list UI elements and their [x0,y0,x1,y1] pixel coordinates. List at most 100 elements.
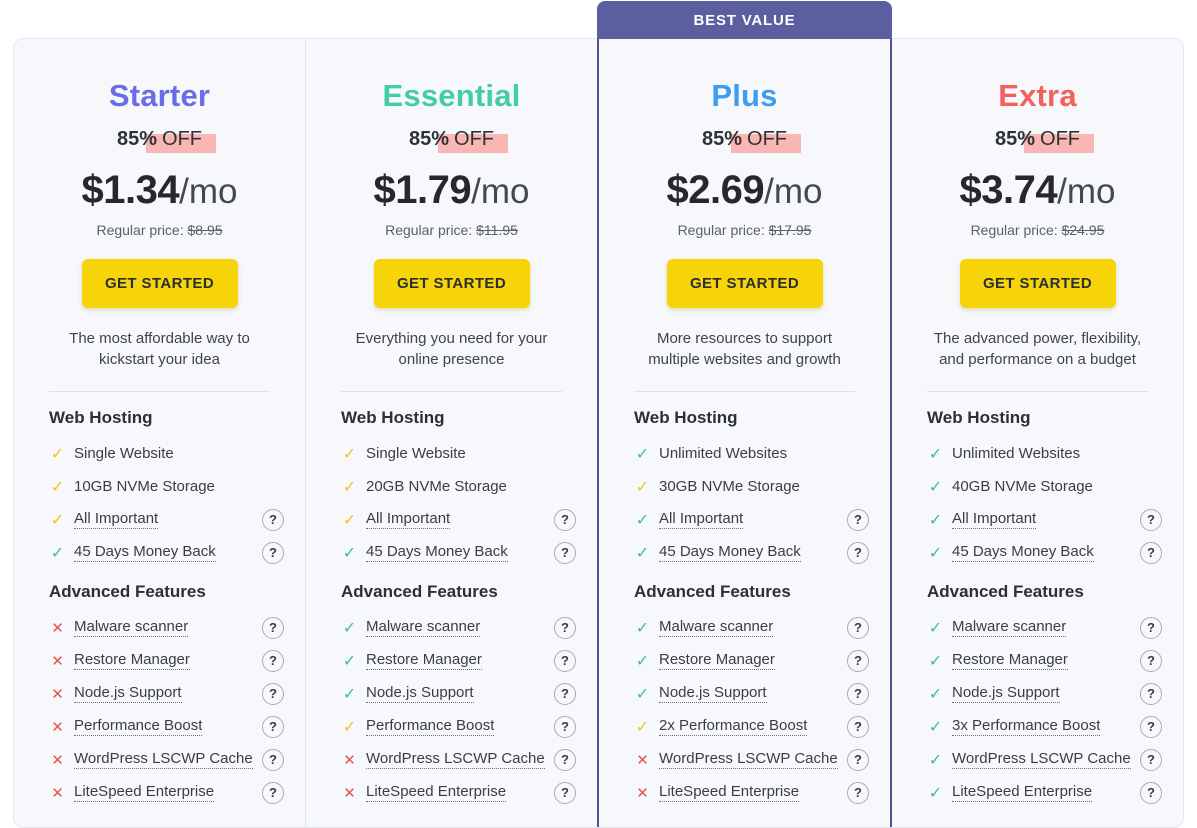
help-icon[interactable]: ? [1140,508,1162,531]
feature-label[interactable]: Node.js Support [74,684,182,703]
regular-price-value: $8.95 [187,222,223,238]
help-icon[interactable]: ? [262,748,284,771]
help-icon[interactable]: ? [1140,748,1162,771]
feature-label[interactable]: Node.js Support [952,684,1060,703]
help-icon[interactable]: ? [847,682,869,705]
check-icon: ✓ [50,478,65,496]
feature-label[interactable]: LiteSpeed Enterprise [74,783,215,802]
feature-label[interactable]: Restore Manager [952,651,1068,670]
feature-row: ✓ WordPress LSCWP Cache ? [927,743,1162,776]
help-icon[interactable]: ? [847,781,869,804]
help-icon[interactable]: ? [1140,616,1162,639]
help-icon[interactable]: ? [262,616,284,639]
feature-label[interactable]: Performance Boost [366,717,495,736]
feature-label[interactable]: Malware scanner [366,618,481,637]
check-icon: ✓ [50,544,65,562]
feature-label[interactable]: WordPress LSCWP Cache [366,750,545,769]
regular-price-value: $17.95 [768,222,812,238]
feature-label[interactable]: LiteSpeed Enterprise [659,783,800,802]
feature-label[interactable]: Malware scanner [659,618,774,637]
feature-label[interactable]: WordPress LSCWP Cache [74,750,253,769]
get-started-button[interactable]: GET STARTED [373,259,530,308]
help-icon[interactable]: ? [554,616,576,639]
help-icon[interactable]: ? [1140,682,1162,705]
feature-label[interactable]: Restore Manager [366,651,482,670]
feature-row: ✕ Malware scanner ? [49,611,284,644]
check-icon: ✓ [928,511,943,529]
feature-label[interactable]: All Important [659,510,744,529]
feature-label[interactable]: Malware scanner [74,618,189,637]
cross-icon: ✕ [51,685,64,703]
feature-row: ✓ Malware scanner ? [341,611,576,644]
cross-icon: ✕ [636,751,649,769]
help-icon[interactable]: ? [262,649,284,672]
help-icon[interactable]: ? [554,649,576,672]
get-started-button[interactable]: GET STARTED [666,259,823,308]
discount-badge: 85% OFF [995,128,1095,153]
help-icon[interactable]: ? [847,748,869,771]
help-icon[interactable]: ? [1140,649,1162,672]
feature-row: ✓ Restore Manager ? [634,644,869,677]
feature-row: ✕ Node.js Support ? [49,677,284,710]
feature-label[interactable]: 2x Performance Boost [659,717,808,736]
help-icon[interactable]: ? [262,715,284,738]
help-icon[interactable]: ? [554,748,576,771]
feature-row: ✓ 45 Days Money Back ? [49,536,284,569]
best-value-banner: BEST VALUE [597,1,892,39]
feature-label[interactable]: LiteSpeed Enterprise [366,783,507,802]
help-icon[interactable]: ? [554,508,576,531]
feature-label[interactable]: All Important [366,510,451,529]
help-icon[interactable]: ? [262,781,284,804]
feature-label[interactable]: WordPress LSCWP Cache [659,750,838,769]
help-icon[interactable]: ? [847,649,869,672]
feature-row: ✓ 3x Performance Boost ? [927,710,1162,743]
help-icon[interactable]: ? [262,508,284,531]
help-icon[interactable]: ? [847,508,869,531]
help-icon[interactable]: ? [1140,541,1162,564]
get-started-button[interactable]: GET STARTED [81,259,238,308]
help-icon[interactable]: ? [554,682,576,705]
discount-badge: 85% OFF [409,128,509,153]
feature-label[interactable]: 3x Performance Boost [952,717,1101,736]
plan-name: Starter [108,78,211,113]
feature-label[interactable]: Restore Manager [74,651,190,670]
check-icon: ✓ [635,478,650,496]
feature-label[interactable]: 45 Days Money Back [74,543,216,562]
plan-description: The advanced power, flexibility, and per… [933,330,1142,368]
feature-label[interactable]: LiteSpeed Enterprise [952,783,1093,802]
plan-column-extra: Extra 85% OFF $3.74/mo Regular price: $24… [892,39,1183,827]
feature-label[interactable]: All Important [952,510,1037,529]
feature-label[interactable]: 45 Days Money Back [366,543,508,562]
feature-row: ✓ All Important ? [341,503,576,536]
feature-label[interactable]: 45 Days Money Back [952,543,1094,562]
feature-label: 20GB NVMe Storage [366,478,507,495]
feature-label[interactable]: All Important [74,510,159,529]
help-icon[interactable]: ? [262,541,284,564]
help-icon[interactable]: ? [554,541,576,564]
help-icon[interactable]: ? [554,715,576,738]
feature-label[interactable]: 45 Days Money Back [659,543,801,562]
help-icon[interactable]: ? [554,781,576,804]
price: $1.79 [373,168,472,212]
get-started-button[interactable]: GET STARTED [959,259,1116,308]
section-heading: Advanced Features [341,582,498,601]
check-icon: ✓ [635,445,650,463]
help-icon[interactable]: ? [847,541,869,564]
help-icon[interactable]: ? [847,715,869,738]
feature-label[interactable]: Node.js Support [366,684,474,703]
help-icon[interactable]: ? [262,682,284,705]
check-icon: ✓ [635,511,650,529]
feature-row: ✓ Node.js Support ? [634,677,869,710]
feature-label[interactable]: Node.js Support [659,684,767,703]
feature-label[interactable]: Restore Manager [659,651,775,670]
feature-label[interactable]: Performance Boost [74,717,203,736]
feature-row: ✓ All Important ? [927,503,1162,536]
help-icon[interactable]: ? [1140,781,1162,804]
section-heading: Advanced Features [927,582,1084,601]
check-icon: ✓ [635,718,650,736]
feature-label[interactable]: WordPress LSCWP Cache [952,750,1131,769]
cross-icon: ✕ [51,718,64,736]
help-icon[interactable]: ? [1140,715,1162,738]
help-icon[interactable]: ? [847,616,869,639]
feature-label[interactable]: Malware scanner [952,618,1067,637]
